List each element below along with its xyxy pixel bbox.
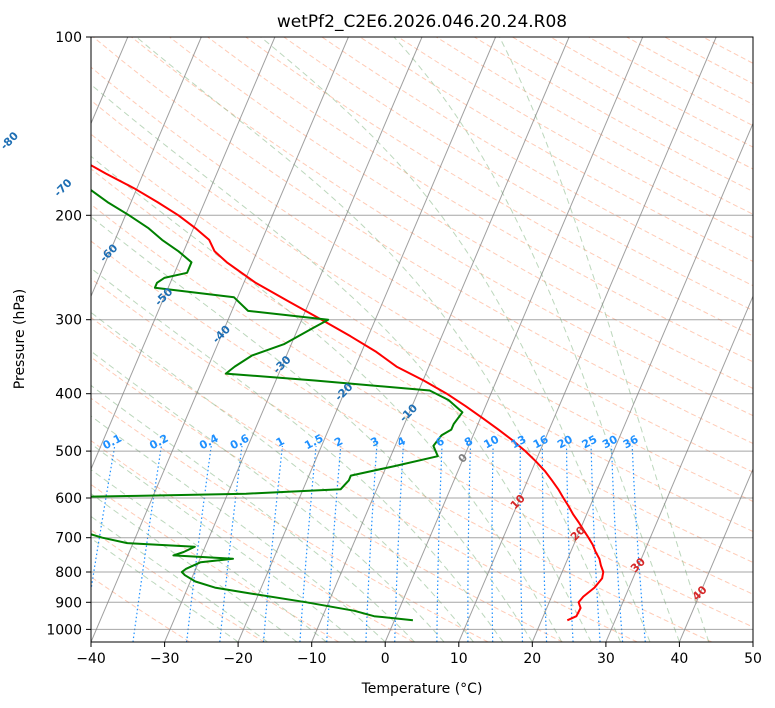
moist-adiabat [91,537,239,642]
mixing-ratio-label: 25 [580,433,600,452]
isotherm-line [91,37,276,471]
y-tick-label: 400 [55,387,82,403]
x-tick-label: 40 [670,651,688,667]
temperature-profile-line [91,164,605,622]
x-tick-label: 50 [744,651,762,667]
grid-lines [91,37,753,642]
moist-adiabat [91,350,445,642]
isotherm-line [678,467,753,642]
mixing-ratio-line [132,445,162,642]
dry-adiabat [91,168,753,563]
dry-adiabat [91,356,563,642]
dry-adiabat [91,133,753,533]
dewpoint-profile-line [91,188,464,622]
dry-adiabat [91,99,753,502]
y-tick-label: 900 [55,595,82,611]
moist-adiabat [91,515,268,642]
mixing-ratio-line [631,445,646,642]
moist-adiabat [91,267,504,642]
y-tick-label: 700 [55,531,82,547]
mixing-ratio-label: 10 [482,433,502,452]
isotherm-line [311,37,570,642]
mixing-ratio-label: 16 [531,433,551,452]
moist-adiabat [91,468,327,642]
y-tick-label: 600 [55,491,82,507]
plot-frame [90,36,754,643]
mixing-ratio-line [610,445,624,642]
dry-adiabat [207,37,753,363]
moist-adiabat [91,493,298,642]
x-tick-label: −40 [76,651,106,667]
mixing-ratio-line [365,445,378,642]
isotherm-line [752,640,753,642]
x-tick-label: 10 [450,651,468,667]
moist-adiabat [260,37,651,642]
x-tick-label: −10 [297,651,327,667]
mixing-ratio-label: 36 [621,433,641,452]
mixing-ratio-line [219,445,243,642]
x-tick-label: −30 [150,651,180,667]
mixing-ratio-line [186,445,212,642]
y-tick-label: 800 [55,565,82,581]
y-tick-label: 100 [55,30,82,46]
x-tick-label: −20 [223,651,253,667]
isotherm-label: -80 [0,129,21,152]
mixing-ratio-label: 13 [509,433,529,452]
data-series [91,164,605,622]
y-axis-label: Pressure (hPa) [12,289,28,389]
dry-adiabat [91,483,340,642]
mixing-ratio-line [519,445,524,642]
mixing-ratio-line [541,445,548,642]
y-tick-label: 200 [55,208,82,224]
plot-background [91,37,753,642]
mixing-ratio-line [436,445,443,642]
chart-title: wetPf2_C2E6.2026.046.20.24.R08 [277,12,567,32]
mixing-ratio-line [299,445,317,642]
moist-adiabat [91,415,386,642]
moist-adiabat [91,155,563,642]
mixing-ratio-line [91,445,116,594]
x-axis-label: Temperature (°C) [361,681,483,697]
dry-adiabat [131,37,753,417]
y-tick-label: 500 [55,444,82,460]
mixing-ratio-line [467,445,472,642]
dry-adiabat [91,316,638,642]
dry-adiabat [91,397,489,642]
x-tick-label: 0 [381,651,390,667]
y-tick-label: 300 [55,313,82,329]
mixing-ratio-line [262,445,283,642]
y-tick-label: 1000 [46,622,82,638]
dry-adiabat [91,278,713,642]
isotherm-line [458,37,717,642]
dry-adiabat [91,203,753,595]
mixing-ratio-line [491,445,494,642]
moist-adiabat [91,384,415,642]
axis-ticks: −40 −30 −20 −10 0 10 20 30 40 50 100 200 300 400 500 60… [46,30,762,667]
isotherm-line [91,37,349,642]
moist-adiabat [91,311,474,642]
isotherm-line [384,37,644,642]
moist-adiabat [91,216,533,642]
mixing-ratio-line [590,445,601,642]
isotherm-line [237,37,497,642]
isotherm-line [91,37,202,298]
mixing-ratio-label: 30 [600,433,620,452]
moist-adiabat [136,37,622,642]
x-tick-label: 20 [523,651,541,667]
mixing-ratio-line [326,445,342,642]
isotherm-label: -70 [51,176,74,199]
x-tick-label: 30 [597,651,615,667]
isotherm-line [531,122,753,642]
dry-adiabat [91,240,753,628]
dry-adiabat [169,37,753,389]
moist-adiabat [499,37,710,642]
isotherm-line [605,294,753,642]
mixing-ratio-label: 20 [555,433,575,452]
moist-adiabat [393,37,680,642]
dry-adiabat [91,529,265,642]
